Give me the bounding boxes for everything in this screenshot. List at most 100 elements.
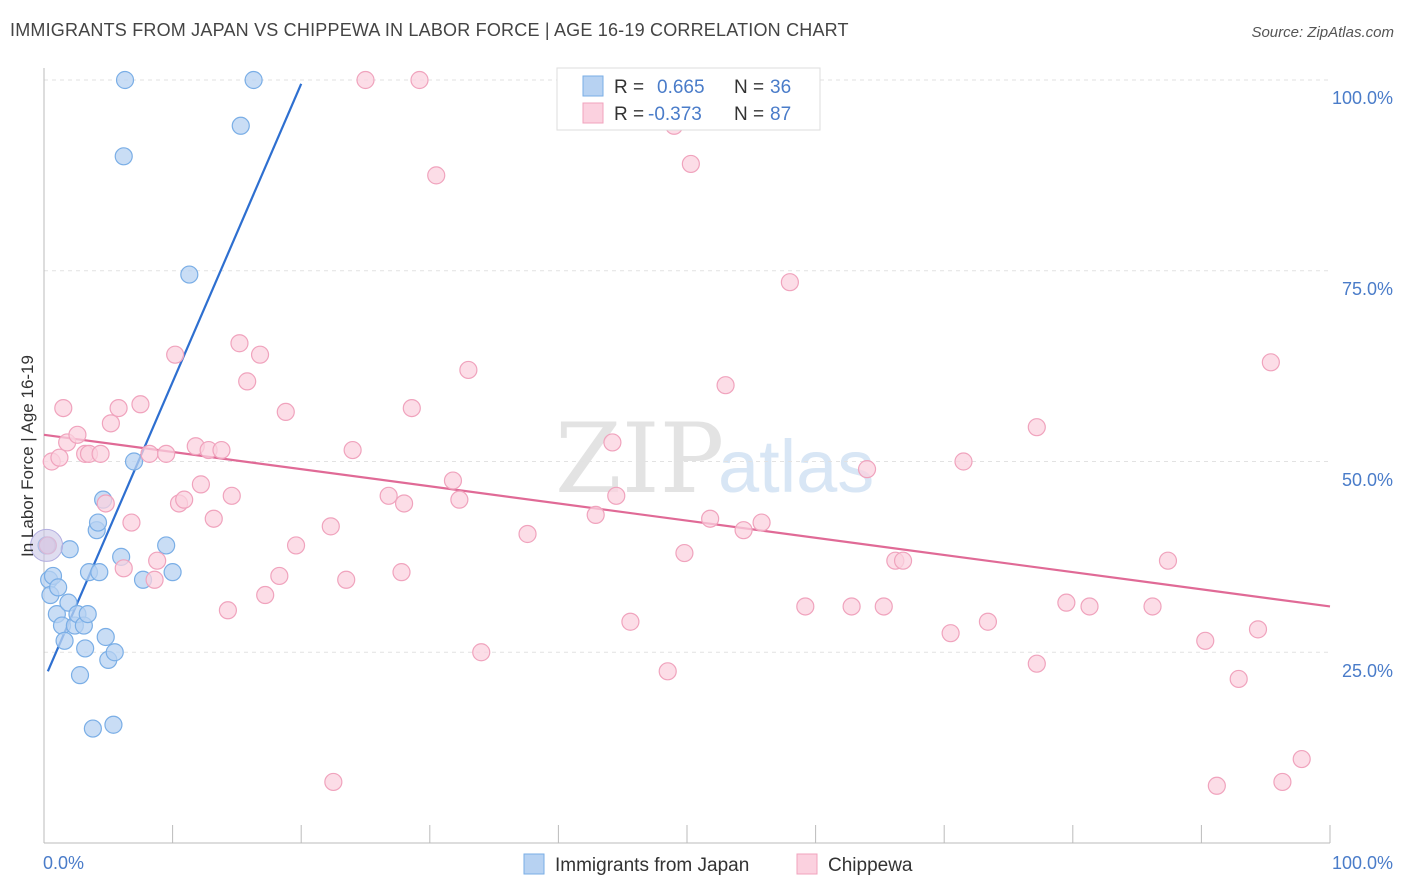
point-chippewa-84 xyxy=(1261,353,1280,372)
point-chippewa-42 xyxy=(392,563,411,582)
point-chippewa-27 xyxy=(218,601,237,620)
point-chippewa-39 xyxy=(343,440,362,460)
legend-r-label-chippewa: R = xyxy=(614,104,644,125)
point-chippewa-45 xyxy=(410,70,429,90)
point-chippewa-34 xyxy=(276,402,295,422)
x-tick-label-0: 0.0% xyxy=(43,853,84,873)
series-legend-label-chippewa: Chippewa xyxy=(828,855,913,876)
point-chippewa-25 xyxy=(204,509,223,528)
point-chippewa-70 xyxy=(893,551,913,570)
point-chippewa-40 xyxy=(356,70,375,90)
point-chippewa-18 xyxy=(157,444,176,463)
x-tick-label-100: 100.0% xyxy=(1332,853,1393,873)
point-chippewa-75 xyxy=(1027,418,1046,437)
point-chippewa-61 xyxy=(716,376,735,395)
point-chippewa-71 xyxy=(941,624,960,643)
point-japan-15 xyxy=(78,604,97,624)
point-chippewa-17 xyxy=(148,551,167,570)
point-japan-22 xyxy=(96,627,115,647)
point-chippewa-11 xyxy=(109,398,128,418)
point-chippewa-15 xyxy=(140,444,159,463)
point-japan-25 xyxy=(105,643,124,662)
point-chippewa-85 xyxy=(1273,772,1292,792)
point-chippewa-86 xyxy=(1292,749,1311,769)
point-chippewa-8 xyxy=(91,444,110,463)
point-chippewa-19 xyxy=(166,345,185,364)
point-chippewa-21 xyxy=(175,490,194,509)
series-legend-swatch-japan xyxy=(523,853,545,875)
point-japan-7 xyxy=(55,631,74,650)
chart-title: IMMIGRANTS FROM JAPAN VS CHIPPEWA IN LAB… xyxy=(10,20,849,40)
point-chippewa-28 xyxy=(222,486,241,505)
point-chippewa-32 xyxy=(256,585,275,605)
point-japan-31 xyxy=(157,536,176,555)
point-chippewa-80 xyxy=(1196,631,1215,650)
axes xyxy=(43,68,1331,844)
point-chippewa-37 xyxy=(321,517,340,536)
point-japan-32 xyxy=(163,563,182,582)
legend-n-label-chippewa: N = xyxy=(734,104,764,125)
point-chippewa-52 xyxy=(586,505,605,525)
point-chippewa-26 xyxy=(212,440,231,460)
point-chippewa-49 xyxy=(459,360,478,380)
point-japan-17 xyxy=(83,719,102,738)
point-chippewa-29 xyxy=(230,334,249,353)
point-chippewa-10 xyxy=(101,414,120,433)
series-legend: Immigrants from Japan Chippewa xyxy=(523,853,913,876)
y-tick-label-25: 25.0% xyxy=(1342,661,1393,681)
trend-line-japan xyxy=(46,83,303,672)
point-chippewa-38 xyxy=(337,570,356,589)
point-chippewa-50 xyxy=(472,643,491,662)
point-chippewa-78 xyxy=(1143,597,1162,616)
point-japan-12 xyxy=(70,666,90,685)
point-japan-19 xyxy=(88,513,108,532)
point-chippewa-9 xyxy=(96,494,115,513)
point-chippewa-67 xyxy=(857,460,877,479)
trend-line-chippewa xyxy=(43,433,1331,608)
point-japan-24 xyxy=(104,715,123,734)
point-chippewa-55 xyxy=(621,612,640,631)
point-chippewa-53 xyxy=(603,433,622,452)
point-japan-5 xyxy=(49,578,68,597)
point-chippewa-58 xyxy=(675,543,694,563)
y-tick-label-100: 100.0% xyxy=(1332,88,1393,108)
legend-r-value-japan: 0.665 xyxy=(657,77,705,98)
point-chippewa-36 xyxy=(324,772,343,792)
point-chippewa-65 xyxy=(796,597,815,616)
watermark-atlas: atlas xyxy=(718,425,874,508)
point-japan-20 xyxy=(90,563,109,582)
point-chippewa-64 xyxy=(780,273,799,292)
point-japan-14 xyxy=(76,639,95,658)
watermark-zip: ZIP xyxy=(555,403,724,515)
point-chippewa-62 xyxy=(734,521,753,540)
point-chippewa-33 xyxy=(270,566,289,586)
point-chippewa-68 xyxy=(874,597,893,616)
point-chippewa-56 xyxy=(658,662,677,681)
chart-source: Source: ZipAtlas.com xyxy=(1251,24,1394,41)
point-chippewa-30 xyxy=(238,372,257,391)
legend-swatch-japan xyxy=(582,75,604,97)
point-chippewa-72 xyxy=(954,452,973,471)
point-chippewa-47 xyxy=(443,471,463,490)
y-tick-label-50: 50.0% xyxy=(1342,470,1393,490)
point-chippewa-79 xyxy=(1158,551,1178,570)
point-chippewa-13 xyxy=(122,513,141,532)
point-chippewa-48 xyxy=(450,490,469,509)
point-chippewa-5 xyxy=(68,425,87,444)
point-chippewa-60 xyxy=(701,509,720,528)
point-chippewa-77 xyxy=(1080,597,1099,616)
point-chippewa-82 xyxy=(1229,669,1248,689)
point-chippewa-74 xyxy=(1027,654,1046,673)
legend-r-value-chippewa: -0.373 xyxy=(648,104,702,125)
point-chippewa-63 xyxy=(752,513,771,532)
series-legend-swatch-chippewa xyxy=(796,853,818,875)
legend-n-value-chippewa: 87 xyxy=(770,104,791,125)
data-points xyxy=(30,70,1311,795)
legend-swatch-chippewa xyxy=(582,102,604,124)
point-cluster-overlap xyxy=(30,528,64,562)
legend-r-label-japan: R = xyxy=(614,77,644,98)
legend-n-value-japan: 36 xyxy=(770,77,791,98)
point-chippewa-31 xyxy=(250,345,270,364)
point-chippewa-59 xyxy=(681,154,700,174)
